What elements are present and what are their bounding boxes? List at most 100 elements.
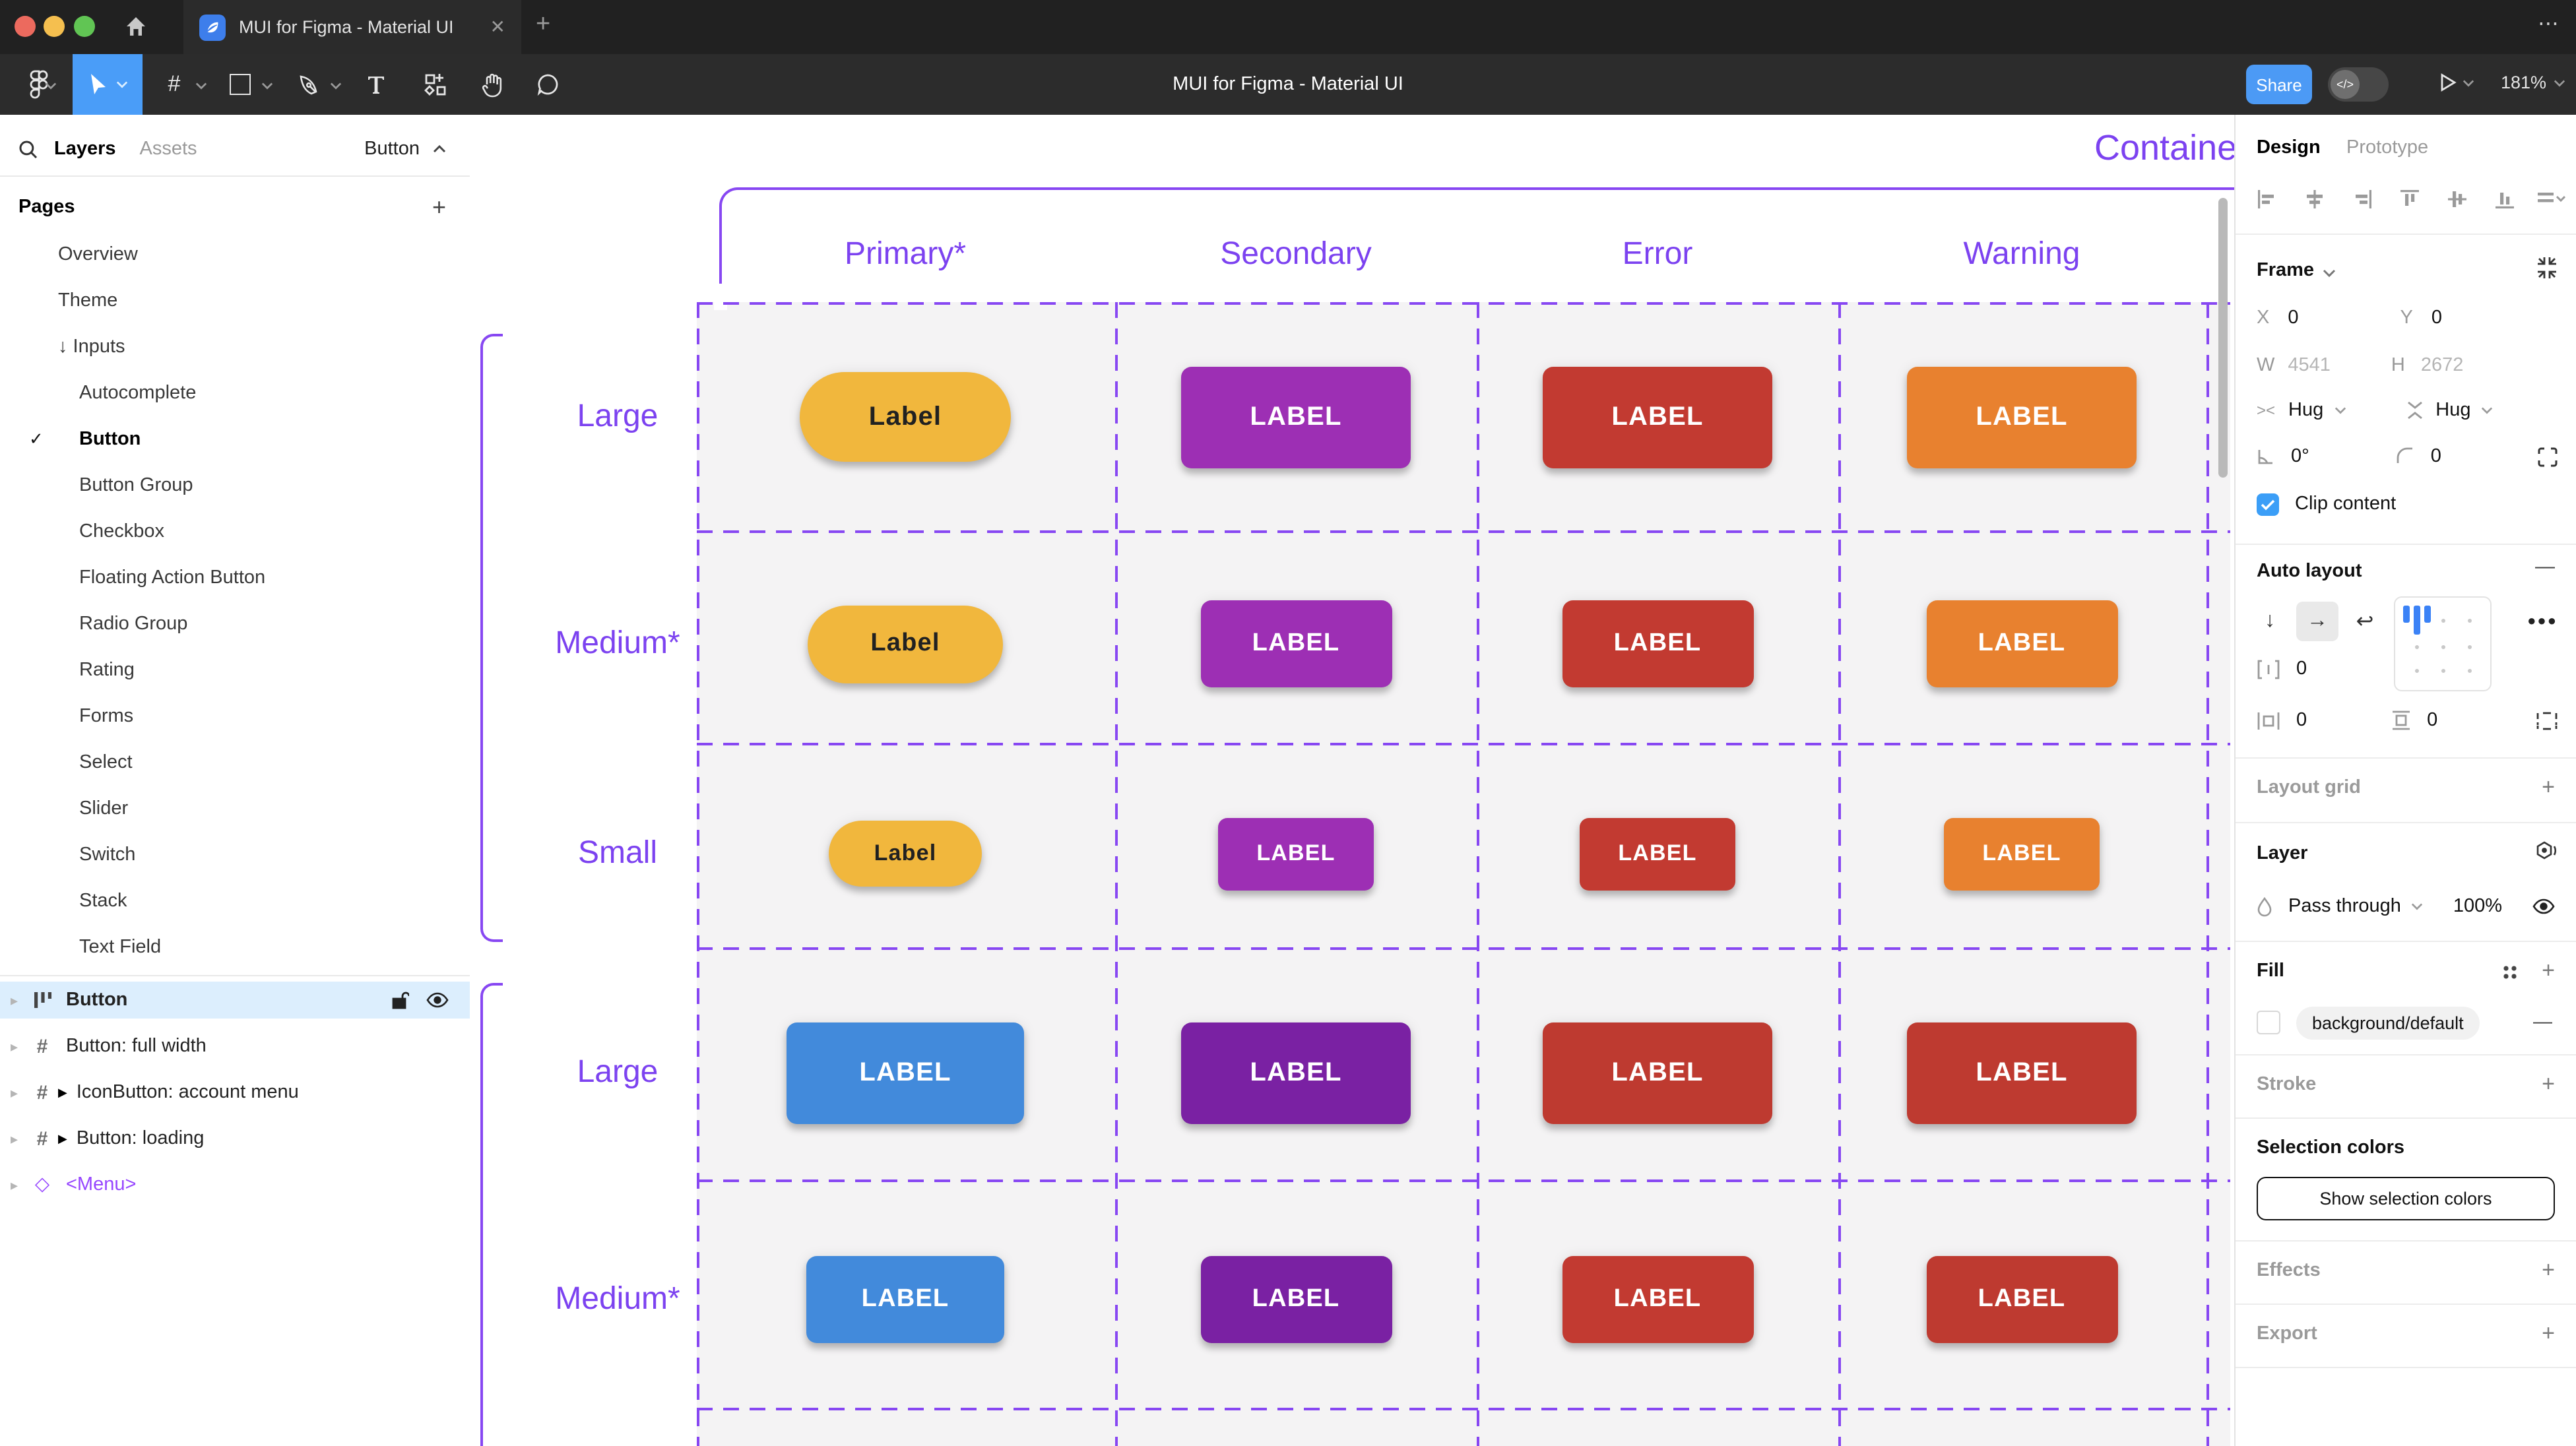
add-export-icon[interactable]: +: [2542, 1321, 2555, 1346]
canvas-button-r2-c2[interactable]: LABEL: [1200, 600, 1392, 687]
canvas-button-r3-c4[interactable]: LABEL: [1944, 817, 2100, 890]
layer-visible-eye-icon[interactable]: [426, 992, 449, 1008]
auto-layout-alignment-box[interactable]: [2394, 596, 2492, 691]
layer-row-3[interactable]: ▸ # ▶ IconButton: account menu: [0, 1074, 470, 1111]
gap-input[interactable]: 0: [2296, 658, 2307, 679]
canvas-button-r5-c2[interactable]: LABEL: [1200, 1256, 1392, 1343]
traffic-light-minimize[interactable]: [44, 16, 65, 37]
zoom-level-control[interactable]: 181%: [2501, 73, 2565, 92]
canvas-frame-title[interactable]: Contained: [2094, 128, 2236, 168]
frame-chevron-icon[interactable]: [2323, 269, 2336, 277]
frame-tool-chevron-icon[interactable]: [195, 82, 207, 90]
figma-main-menu[interactable]: [18, 54, 58, 115]
page-selector-chevron-icon[interactable]: [433, 145, 446, 153]
shape-tool-chevron-icon[interactable]: [261, 82, 273, 90]
sidebar-page-select[interactable]: Select: [0, 743, 470, 782]
canvas-button-r2-c4[interactable]: LABEL: [1926, 600, 2117, 687]
clip-content-row[interactable]: Clip content: [2257, 488, 2563, 520]
canvas-button-r5-c4[interactable]: LABEL: [1926, 1256, 2117, 1343]
tab-assets[interactable]: Assets: [139, 139, 197, 160]
layer-row-5[interactable]: ▸ ◇ <Menu>: [0, 1166, 470, 1203]
canvas-button-r1-c2[interactable]: LABEL: [1181, 366, 1411, 468]
auto-layout-horizontal-icon[interactable]: →: [2296, 602, 2338, 641]
canvas-button-r4-c2[interactable]: LABEL: [1181, 1022, 1411, 1123]
canvas[interactable]: Contained Primary* Secondary Error Warning La…: [470, 115, 2236, 1446]
frame-section-title[interactable]: Frame: [2257, 260, 2315, 281]
align-bottom-icon[interactable]: [2494, 189, 2515, 210]
canvas-button-r5-c3[interactable]: LABEL: [1562, 1256, 1753, 1343]
components-tool-button[interactable]: [417, 54, 454, 115]
add-stroke-icon[interactable]: +: [2542, 1071, 2555, 1096]
traffic-light-zoom[interactable]: [74, 16, 95, 37]
canvas-button-r3-c1[interactable]: Label: [829, 821, 982, 887]
sidebar-page-inputs[interactable]: ↓ Inputs: [0, 327, 470, 367]
remove-fill-icon[interactable]: —: [2533, 1012, 2552, 1033]
fill-styles-icon[interactable]: [2502, 964, 2518, 980]
independent-corners-icon[interactable]: [2538, 447, 2558, 466]
layer-opacity-input[interactable]: 100%: [2453, 896, 2502, 917]
add-fill-icon[interactable]: +: [2542, 958, 2555, 983]
tab-design[interactable]: Design: [2257, 137, 2321, 158]
show-selection-colors-button[interactable]: Show selection colors: [2257, 1177, 2555, 1220]
width-input[interactable]: 4541: [2288, 355, 2331, 376]
canvas-button-r4-c3[interactable]: LABEL: [1543, 1022, 1772, 1123]
sidebar-page-button-group[interactable]: Button Group: [0, 466, 470, 505]
rotation-input[interactable]: 0°: [2291, 446, 2309, 467]
disclosure-chevron-icon[interactable]: ▸: [11, 993, 18, 1009]
add-layout-grid-icon[interactable]: +: [2542, 774, 2555, 800]
menu-chevron-icon[interactable]: [45, 82, 57, 90]
sidebar-page-overview[interactable]: Overview: [0, 235, 470, 274]
auto-layout-vertical-icon[interactable]: ↓: [2265, 610, 2275, 632]
disclosure-chevron-icon[interactable]: ▸: [11, 1039, 18, 1055]
auto-layout-more-icon[interactable]: ●●●: [2527, 613, 2558, 629]
canvas-button-r3-c3[interactable]: LABEL: [1580, 817, 1735, 890]
sidebar-page-slider[interactable]: Slider: [0, 789, 470, 829]
sidebar-page-floating-action-button[interactable]: Floating Action Button: [0, 558, 470, 598]
shrink-icon[interactable]: [2536, 257, 2558, 278]
sidebar-page-rating[interactable]: Rating: [0, 650, 470, 690]
tab-prototype[interactable]: Prototype: [2346, 137, 2429, 158]
height-input[interactable]: 2672: [2420, 355, 2464, 376]
sidebar-page-forms[interactable]: Forms: [0, 697, 470, 736]
home-icon[interactable]: [124, 15, 148, 38]
traffic-light-close[interactable]: [15, 16, 36, 37]
tab-layers[interactable]: Layers: [54, 139, 116, 160]
fill-token-chip[interactable]: background/default: [2296, 1006, 2480, 1039]
layer-visibility-eye-icon[interactable]: [2532, 898, 2555, 914]
disclosure-chevron-icon[interactable]: ▸: [11, 1085, 18, 1101]
sidebar-page-button[interactable]: ✓ Button: [0, 420, 470, 459]
y-input[interactable]: 0: [2431, 307, 2442, 329]
frame-tool-button[interactable]: #: [168, 71, 181, 96]
hug-horizontal-select[interactable]: Hug: [2288, 400, 2324, 421]
clip-content-checkbox[interactable]: [2257, 493, 2279, 515]
canvas-button-r1-c3[interactable]: LABEL: [1543, 366, 1772, 468]
shape-tool-button[interactable]: [222, 54, 259, 115]
window-more-icon[interactable]: ⋯: [2538, 13, 2560, 36]
align-left-icon[interactable]: [2257, 189, 2278, 210]
fill-color-swatch[interactable]: [2257, 1011, 2280, 1034]
unlock-icon[interactable]: [392, 991, 409, 1009]
canvas-button-r3-c2[interactable]: LABEL: [1218, 817, 1374, 890]
blend-mode-select[interactable]: Pass through: [2288, 896, 2401, 917]
dev-mode-toggle[interactable]: </>: [2328, 67, 2389, 102]
distribute-icon[interactable]: [2536, 189, 2565, 210]
canvas-button-r2-c3[interactable]: LABEL: [1562, 600, 1753, 687]
align-h-center-icon[interactable]: [2304, 189, 2325, 210]
add-effect-icon[interactable]: +: [2542, 1257, 2555, 1282]
share-button[interactable]: Share: [2246, 65, 2312, 104]
hand-tool-button[interactable]: [474, 54, 511, 115]
align-v-center-icon[interactable]: [2447, 189, 2468, 210]
sidebar-page-switch[interactable]: Switch: [0, 835, 470, 875]
layer-row-2[interactable]: ▸ # Button: full width: [0, 1028, 470, 1065]
tab-close-icon[interactable]: ✕: [490, 16, 505, 37]
pen-tool-chevron-icon[interactable]: [330, 82, 342, 90]
canvas-button-r4-c1[interactable]: LABEL: [787, 1022, 1024, 1123]
layer-row-4[interactable]: ▸ # ▶ Button: loading: [0, 1120, 470, 1157]
layer-blend-style-icon[interactable]: [2535, 840, 2558, 863]
sidebar-page-theme[interactable]: Theme: [0, 281, 470, 321]
independent-padding-icon[interactable]: [2536, 710, 2558, 730]
disclosure-chevron-icon[interactable]: ▸: [11, 1178, 18, 1193]
x-input[interactable]: 0: [2288, 307, 2299, 329]
comment-tool-button[interactable]: [529, 54, 566, 115]
text-tool-button[interactable]: [358, 54, 395, 115]
